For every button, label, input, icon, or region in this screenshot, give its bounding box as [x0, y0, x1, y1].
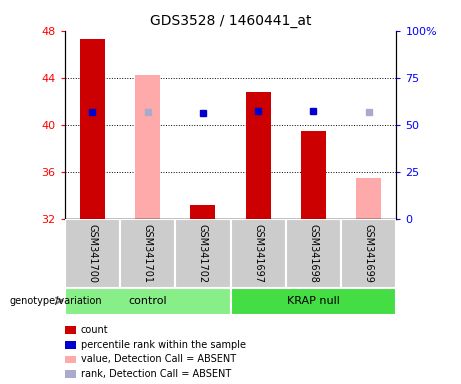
Bar: [120, 219, 175, 288]
Bar: [286, 219, 341, 288]
Bar: [301, 131, 326, 219]
Text: control: control: [128, 296, 167, 306]
Text: GSM341701: GSM341701: [142, 224, 153, 283]
Bar: [190, 205, 215, 219]
Bar: [230, 288, 396, 315]
Text: value, Detection Call = ABSENT: value, Detection Call = ABSENT: [81, 354, 236, 364]
Text: KRAP null: KRAP null: [287, 296, 340, 306]
Text: genotype/variation: genotype/variation: [9, 296, 102, 306]
Bar: [80, 39, 105, 219]
Bar: [341, 219, 396, 288]
Text: count: count: [81, 325, 108, 335]
Bar: [356, 178, 381, 219]
Bar: [230, 219, 286, 288]
Title: GDS3528 / 1460441_at: GDS3528 / 1460441_at: [150, 14, 311, 28]
Bar: [175, 219, 230, 288]
Bar: [65, 219, 120, 288]
Text: GSM341702: GSM341702: [198, 224, 208, 283]
Text: GSM341700: GSM341700: [87, 224, 97, 283]
Text: GSM341698: GSM341698: [308, 224, 319, 283]
Bar: [65, 288, 230, 315]
Text: GSM341699: GSM341699: [364, 224, 374, 283]
Bar: [246, 92, 271, 219]
Text: rank, Detection Call = ABSENT: rank, Detection Call = ABSENT: [81, 369, 231, 379]
Text: percentile rank within the sample: percentile rank within the sample: [81, 340, 246, 350]
Bar: [135, 75, 160, 219]
Text: GSM341697: GSM341697: [253, 224, 263, 283]
